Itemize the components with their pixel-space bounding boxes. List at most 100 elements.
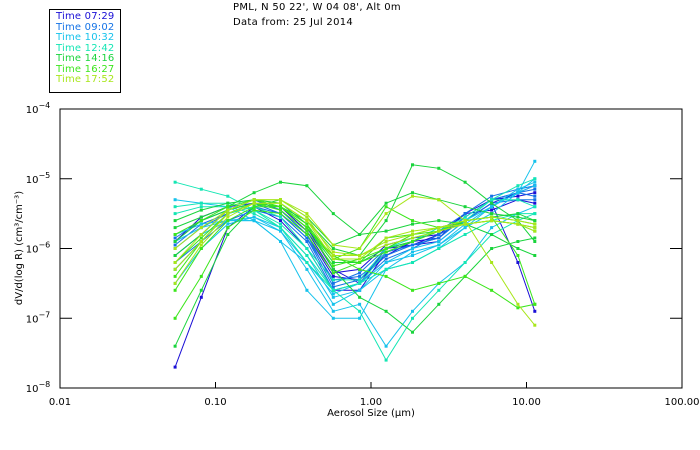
data-point xyxy=(437,226,441,230)
data-point xyxy=(437,288,441,292)
series-line xyxy=(173,201,537,271)
data-point xyxy=(533,205,537,209)
data-point xyxy=(533,187,537,191)
data-point xyxy=(199,222,203,226)
data-point xyxy=(358,309,362,313)
data-point xyxy=(358,257,362,261)
x-tick-label: 0.01 xyxy=(49,397,71,408)
y-tick-label: 10−8 xyxy=(26,380,51,395)
data-point xyxy=(411,222,414,226)
data-point xyxy=(463,219,467,223)
data-point xyxy=(411,243,414,247)
data-point xyxy=(384,240,388,243)
data-point xyxy=(173,212,177,216)
x-tick-label: 10.00 xyxy=(512,397,541,408)
data-point xyxy=(173,180,177,184)
data-point xyxy=(384,229,388,233)
data-point xyxy=(437,219,441,223)
data-point xyxy=(331,257,335,261)
data-point xyxy=(533,222,537,226)
data-point xyxy=(490,226,494,230)
data-point xyxy=(384,247,388,250)
data-point xyxy=(331,271,335,275)
data-point xyxy=(411,247,414,250)
data-point xyxy=(384,212,388,216)
data-point xyxy=(226,208,230,212)
data-point xyxy=(384,267,388,271)
data-point xyxy=(384,236,388,240)
legend-item: Time 17:52 xyxy=(56,74,115,85)
data-point xyxy=(305,212,309,216)
data-point xyxy=(199,187,203,191)
data-point xyxy=(173,281,177,285)
data-point xyxy=(411,254,414,257)
data-point xyxy=(252,215,256,219)
data-point xyxy=(199,205,203,209)
data-point xyxy=(252,219,256,223)
x-tick-label: 1.00 xyxy=(360,397,382,408)
data-point xyxy=(252,198,256,202)
data-point xyxy=(331,212,335,216)
data-point xyxy=(516,212,520,216)
data-point xyxy=(358,302,362,306)
data-point xyxy=(384,243,388,247)
data-point xyxy=(411,233,414,236)
data-point xyxy=(516,306,520,310)
data-point xyxy=(173,344,177,348)
data-point xyxy=(411,261,414,264)
data-point xyxy=(463,212,467,216)
data-point xyxy=(358,261,362,264)
data-point xyxy=(490,198,494,202)
y-tick-label: 10−5 xyxy=(26,171,51,186)
data-point xyxy=(411,229,414,233)
data-point xyxy=(533,184,537,188)
data-point xyxy=(305,184,309,188)
data-point xyxy=(533,236,537,240)
data-point xyxy=(279,240,282,243)
y-tick-label: 10−7 xyxy=(26,310,51,325)
data-point xyxy=(358,274,362,278)
data-point xyxy=(533,240,537,243)
data-point xyxy=(279,205,282,209)
legend-item: Time 16:27 xyxy=(56,63,115,75)
data-point xyxy=(279,208,282,212)
data-point xyxy=(384,261,388,264)
series-line xyxy=(173,180,537,306)
data-point xyxy=(173,254,177,257)
data-point xyxy=(305,215,309,219)
data-point xyxy=(358,254,362,257)
data-point xyxy=(358,278,362,282)
data-point xyxy=(279,222,282,226)
data-point xyxy=(358,288,362,292)
data-point xyxy=(199,247,203,250)
data-point xyxy=(533,198,537,202)
axis-layer: 0.01 0.10 1.00 10.00 100.00 10−4 10−5 10−6 10−7 1… xyxy=(26,101,700,408)
data-point xyxy=(331,243,335,247)
chart-title: PML, N 50 22', W 04 08', Alt 0m xyxy=(233,2,401,13)
data-point xyxy=(490,201,494,205)
data-point xyxy=(490,233,494,236)
data-point xyxy=(199,236,203,240)
data-point xyxy=(226,212,230,216)
y-tick-label: 10−4 xyxy=(26,101,51,116)
x-tick-label: 0.10 xyxy=(204,397,226,408)
data-point xyxy=(533,201,537,205)
data-point xyxy=(384,201,388,205)
data-point xyxy=(173,274,177,278)
data-point xyxy=(358,281,362,285)
data-point xyxy=(516,222,520,226)
data-point xyxy=(226,219,230,223)
data-point xyxy=(463,274,467,278)
data-point xyxy=(173,316,177,320)
data-point xyxy=(252,205,256,209)
data-point xyxy=(305,240,309,243)
data-point xyxy=(173,219,177,223)
data-point xyxy=(463,261,467,264)
data-point xyxy=(305,261,309,264)
data-point xyxy=(331,267,335,271)
data-point xyxy=(279,180,282,184)
data-point xyxy=(305,236,309,240)
data-point xyxy=(437,240,441,243)
data-point xyxy=(437,302,441,306)
